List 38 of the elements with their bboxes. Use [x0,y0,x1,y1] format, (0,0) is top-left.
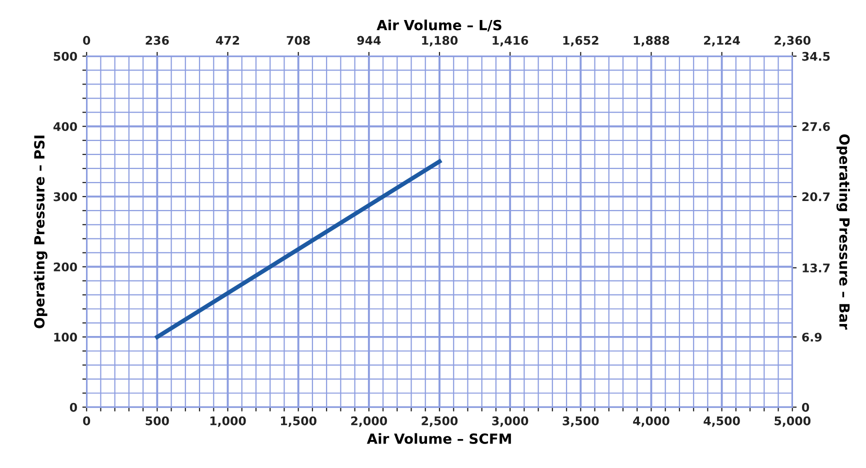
x-tick-label: 0 [83,416,90,426]
x2-tick-label: 1,652 [563,36,598,46]
x2-tick-label: 236 [146,36,169,45]
x-tick-label: 500 [146,416,169,426]
y2-tick-label: 34.5 [802,52,830,61]
x2-tick-label: 1,416 [492,36,528,46]
y-tick-label: 0 [70,402,78,412]
x2-tick-label: 1,180 [422,36,458,46]
y2-tick-label: 27.6 [802,122,830,132]
x-tick-label: 4,500 [704,416,740,427]
x2-tick-label: 708 [286,36,310,45]
y-tick-label: 300 [54,192,78,202]
x-tick-label: 2,000 [351,416,388,427]
x2-tick-label: 2,360 [774,36,810,46]
y2-tick-label: 0 [802,402,810,412]
x-tick-label: 5,000 [774,416,810,427]
x2-axis-title: Air Volume – L/S [376,20,502,32]
y2-tick-label: 13.7 [802,264,830,272]
y2-tick-label: 6.9 [802,332,822,342]
y-axis-title: Operating Pressure – PSI [34,136,48,328]
x-tick-label: 1,500 [281,416,316,427]
y-tick-label: 400 [53,122,78,132]
x2-tick-label: 0 [83,36,90,45]
x2-tick-label: 2,124 [704,36,740,46]
x2-tick-label: 472 [216,36,240,45]
x-axis-title: Air Volume – SCFM [366,433,511,444]
y-tick-label: 100 [54,332,78,342]
x-tick-label: 3,000 [492,416,528,427]
y2-tick-label: 20.7 [802,192,830,202]
x-tick-label: 2,500 [422,416,458,427]
x2-tick-label: 1,888 [634,36,670,46]
x-tick-label: 3,500 [562,416,599,427]
y-tick-label: 500 [54,52,78,61]
x-tick-label: 1,000 [210,416,246,427]
y-tick-label: 200 [54,262,78,272]
x-tick-label: 4,000 [633,416,670,427]
x2-tick-label: 944 [357,36,381,45]
y2-axis-title: Operating Pressure – Bar [836,134,850,330]
